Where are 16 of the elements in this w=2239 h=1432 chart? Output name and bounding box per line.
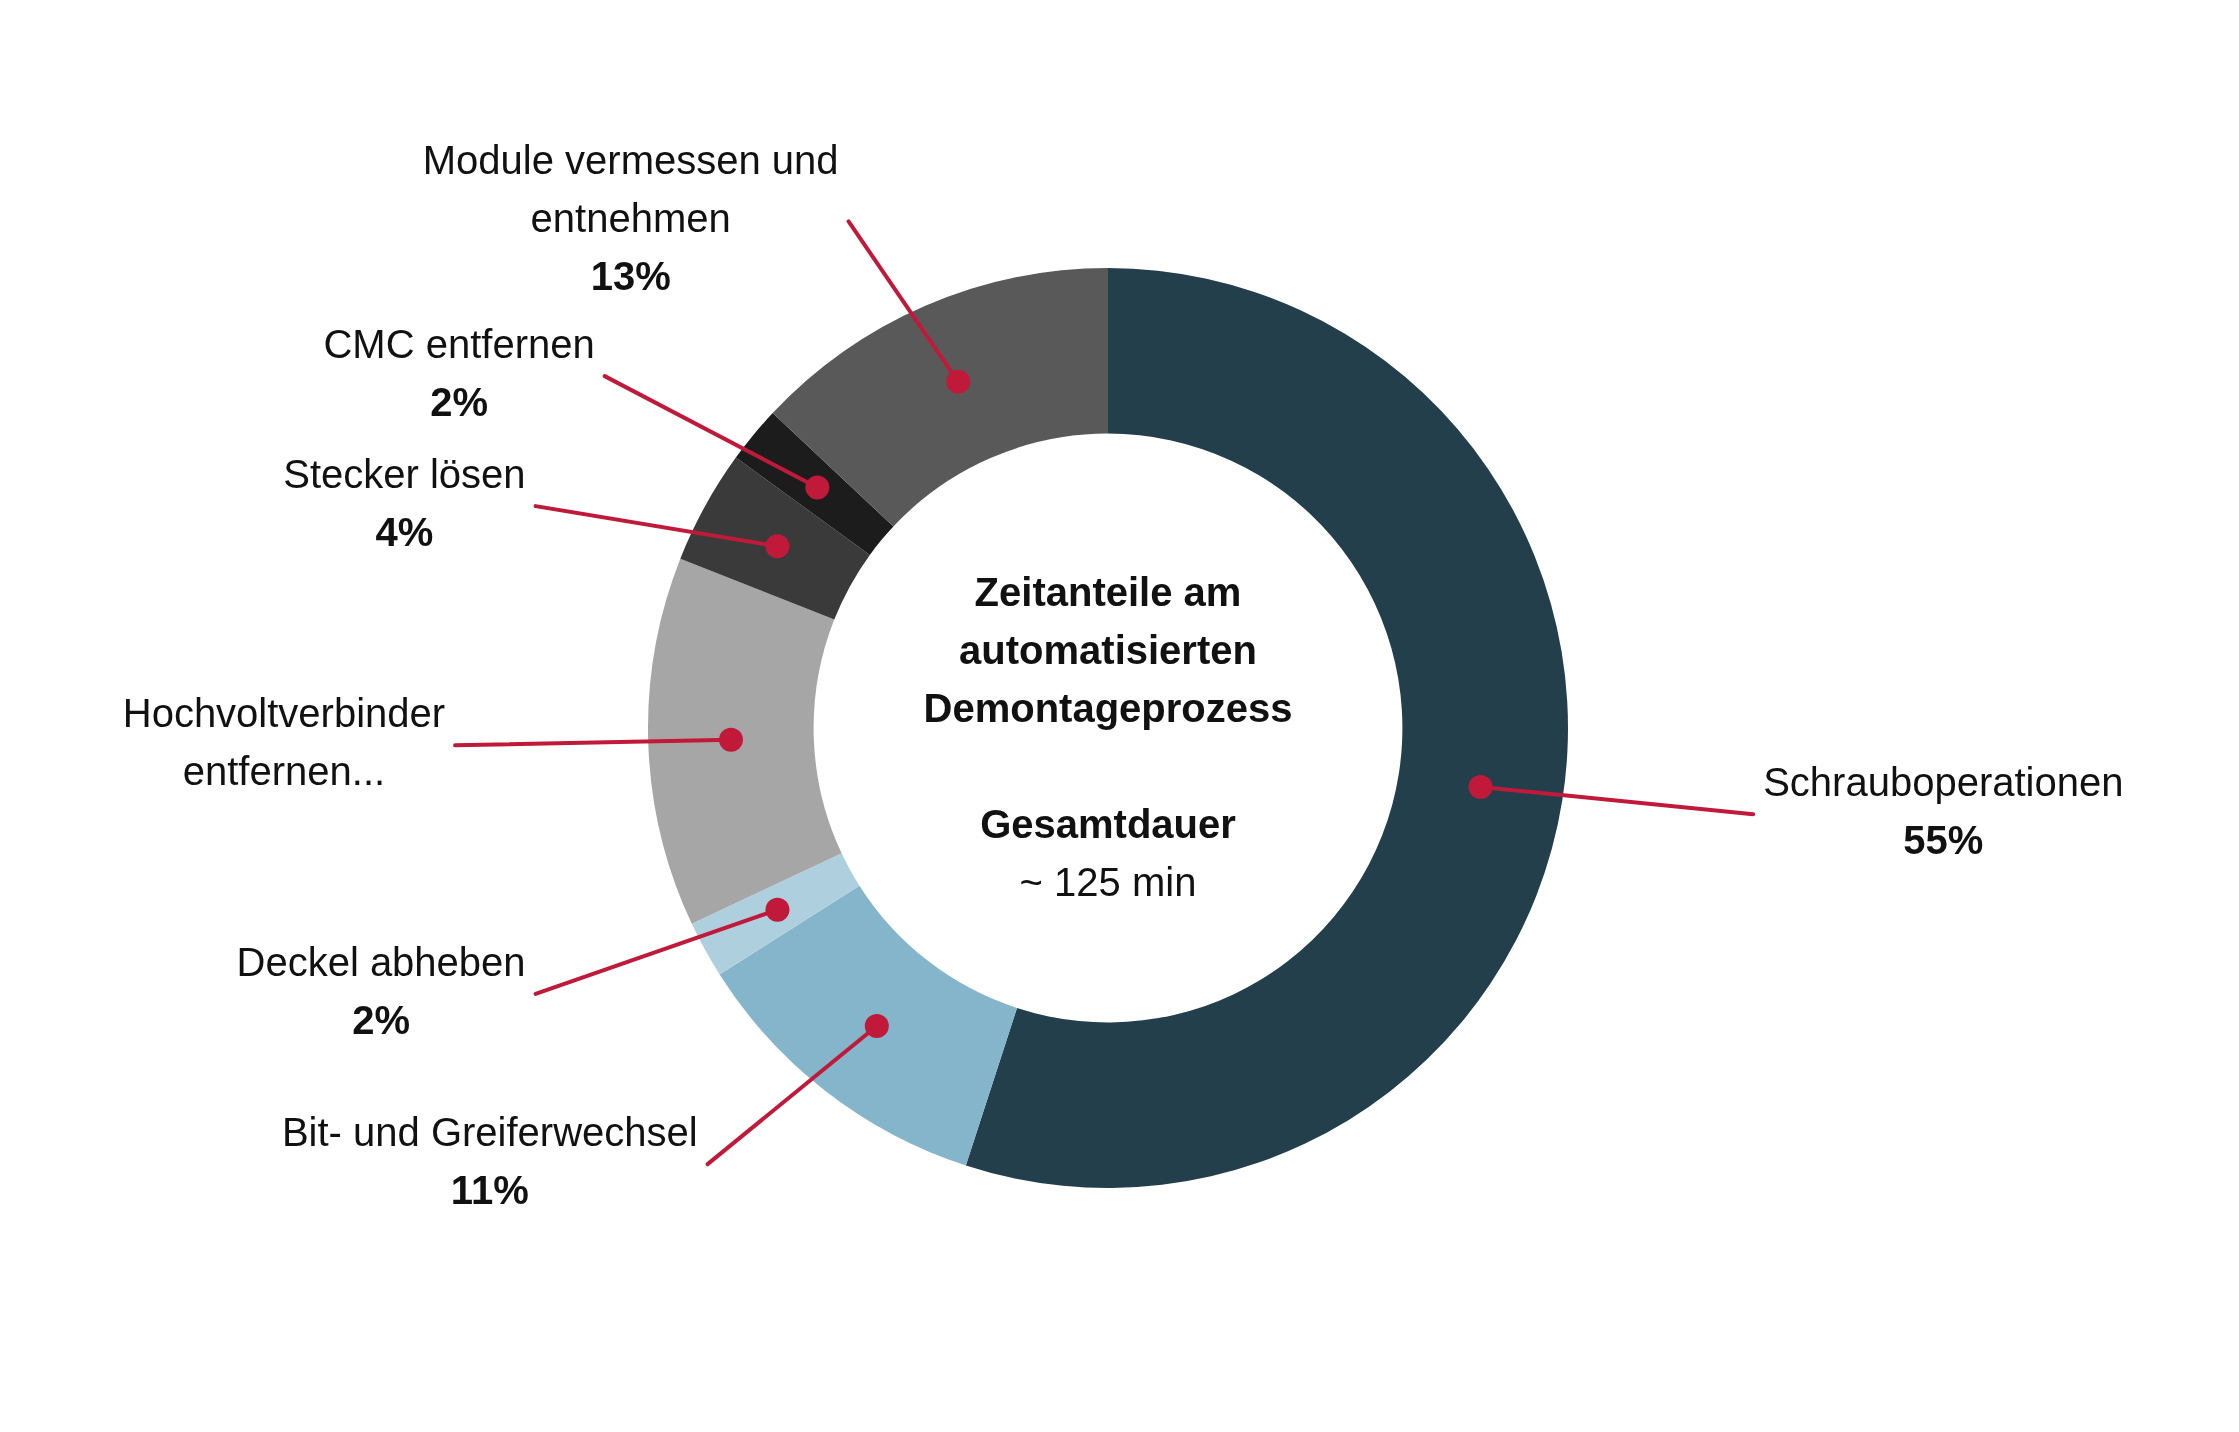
data-label: 55% [1903, 818, 1984, 863]
text: Gesamtdauer [979, 801, 1237, 848]
slice-label: Deckel abheben [236, 939, 526, 984]
slice-label: CMC entfernen [323, 322, 595, 367]
data-label: 11% [450, 1168, 529, 1213]
text: Zeitanteile am automatisierten Demontageprozess [922, 569, 1294, 732]
data-label: 13% [590, 254, 671, 299]
data-label: 4% [375, 510, 434, 555]
slice-label: Stecker lösen [283, 452, 526, 497]
slice-label: Module vermessen und entnehmen [422, 138, 839, 241]
text: ~ 125 min [1018, 859, 1198, 906]
data-label: 2% [352, 997, 410, 1042]
data-label: 2% [430, 380, 488, 425]
slice-label: Hochvoltverbinder entfernen... [122, 691, 446, 794]
slice-label: Bit- und Greiferwechsel [281, 1110, 698, 1155]
slice-label: Schrauboperationen [1763, 760, 2124, 805]
